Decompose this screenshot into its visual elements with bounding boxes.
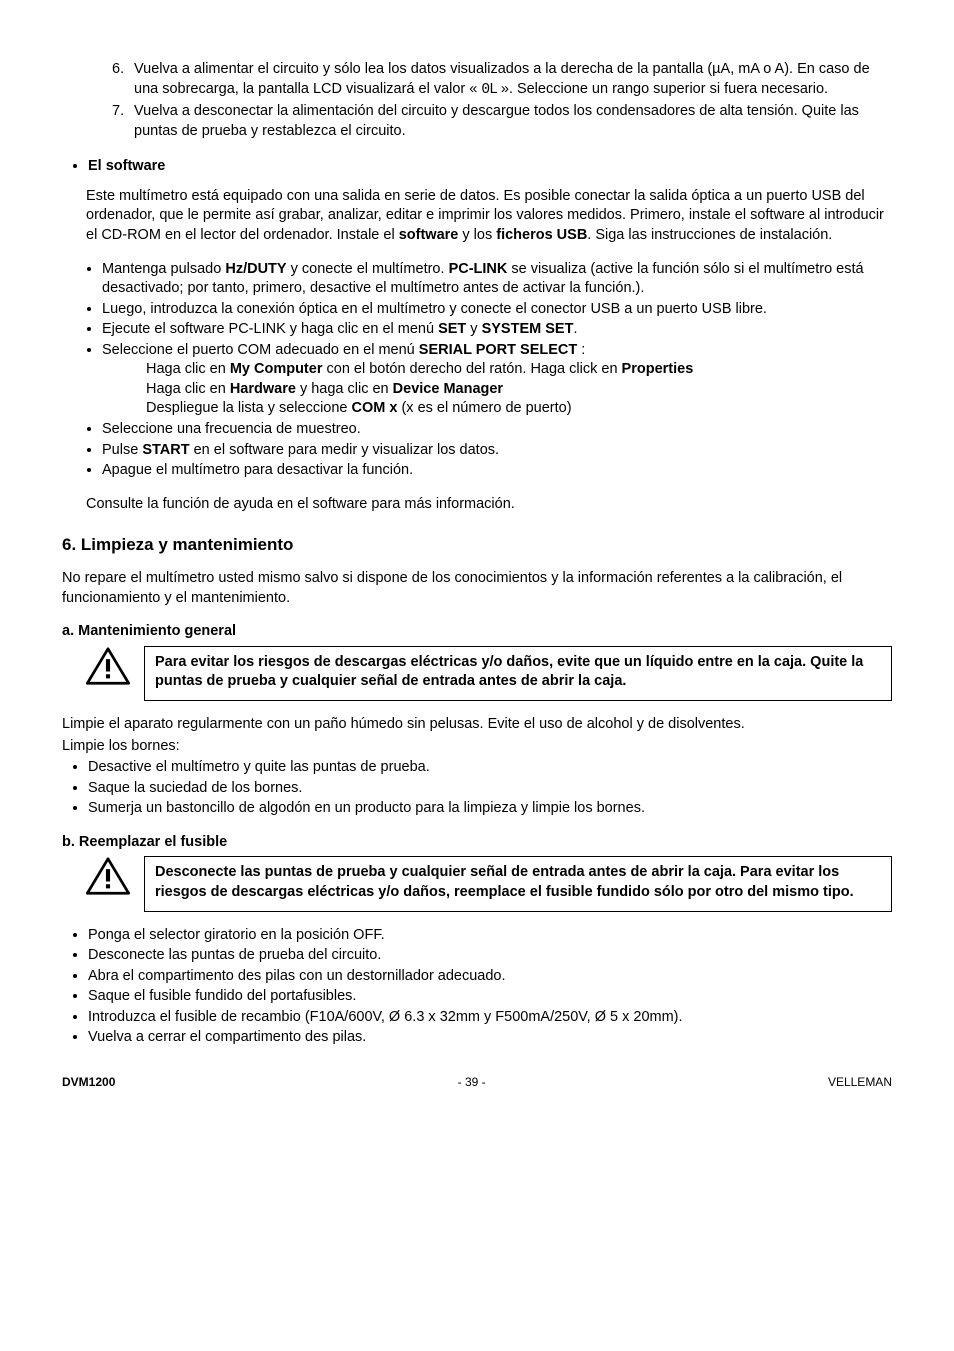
- s6a-b2: Saque la suciedad de los bornes.: [88, 779, 892, 799]
- sw-b3-b: SET: [438, 321, 466, 337]
- list-item-7: 7. Vuelva a desconectar la alimentación …: [134, 102, 892, 141]
- sw-b6-b: START: [142, 442, 189, 458]
- sw-b4-sub: Haga clic en My Computer con el botón de…: [102, 360, 892, 419]
- page-footer: DVM1200 - 39 - VELLEMAN: [62, 1074, 892, 1090]
- s6a-b3: Sumerja un bastoncillo de algodón en un …: [88, 799, 892, 819]
- s6b-bullets: Ponga el selector giratorio en la posici…: [62, 926, 892, 1048]
- sw-b1-d: PC-LINK: [449, 261, 508, 277]
- s6b-b3: Abra el compartimento des pilas con un d…: [88, 967, 892, 987]
- s6b-warning-box: Desconecte las puntas de prueba y cualqu…: [144, 856, 892, 911]
- sw-b4: Seleccione el puerto COM adecuado en el …: [102, 341, 892, 419]
- footer-left: DVM1200: [62, 1074, 115, 1090]
- software-heading: El software: [88, 157, 892, 177]
- s6a-bullets: Desactive el multímetro y quite las punt…: [62, 758, 892, 819]
- sw-b4-s1-d: Properties: [622, 361, 694, 377]
- s6a-warning-box: Para evitar los riesgos de descargas elé…: [144, 646, 892, 701]
- sw-b4-s2: Haga clic en Hardware y haga clic en Dev…: [146, 380, 892, 400]
- sw-b4-s2-b: Hardware: [230, 381, 296, 397]
- sw-b6-c: en el software para medir y visualizar l…: [190, 442, 499, 458]
- software-outro: Consulte la función de ayuda en el softw…: [86, 495, 892, 515]
- s6b-b5: Introduzca el fusible de recambio (F10A/…: [88, 1008, 892, 1028]
- section6-intro: No repare el multímetro usted mismo salv…: [62, 569, 892, 608]
- s6a-heading: a. Mantenimiento general: [62, 622, 892, 642]
- software-heading-bullet: El software: [62, 157, 892, 177]
- sw-b1-a: Mantenga pulsado: [102, 261, 225, 277]
- sw-b3-e: .: [573, 321, 577, 337]
- s6b-b1: Ponga el selector giratorio en la posici…: [88, 926, 892, 946]
- item6-text-b: ». Seleccione un rango superior si fuera…: [497, 81, 828, 97]
- sw-b4-s2-a: Haga clic en: [146, 381, 230, 397]
- s6b-b6: Vuelva a cerrar el compartimento des pil…: [88, 1028, 892, 1048]
- sw-b6-a: Pulse: [102, 442, 142, 458]
- sw-b3-c: y: [466, 321, 481, 337]
- numbered-list: 6. Vuelva a alimentar el circuito y sólo…: [62, 60, 892, 141]
- software-bullets: Mantenga pulsado Hz/DUTY y conecte el mu…: [62, 260, 892, 481]
- sw-b1-b: Hz/DUTY: [225, 261, 286, 277]
- sw-b4-s2-c: y haga clic en: [296, 381, 393, 397]
- sw-b4-s3: Despliegue la lista y seleccione COM x (…: [146, 399, 892, 419]
- sw-b4-s1-a: Haga clic en: [146, 361, 230, 377]
- s6a-warning-row: Para evitar los riesgos de descargas elé…: [86, 646, 892, 701]
- section6-heading: 6. Limpieza y mantenimiento: [62, 534, 892, 557]
- item7-text: Vuelva a desconectar la alimentación del…: [134, 103, 859, 139]
- sw-b1: Mantenga pulsado Hz/DUTY y conecte el mu…: [102, 260, 892, 299]
- software-intro-c: y los: [458, 227, 496, 243]
- s6b-heading: b. Reemplazar el fusible: [62, 833, 892, 853]
- item6-num: 6.: [112, 60, 124, 80]
- sw-b4-c: :: [577, 342, 585, 358]
- sw-b3-d: SYSTEM SET: [482, 321, 574, 337]
- s6b-b2: Desconecte las puntas de prueba del circ…: [88, 946, 892, 966]
- footer-right: VELLEMAN: [828, 1074, 892, 1090]
- sw-b4-s1-b: My Computer: [230, 361, 323, 377]
- sw-b4-s3-b: COM x: [352, 400, 398, 416]
- s6b-warning-row: Desconecte las puntas de prueba y cualqu…: [86, 856, 892, 911]
- sw-b7: Apague el multímetro para desactivar la …: [102, 461, 892, 481]
- sw-b1-c: y conecte el multímetro.: [287, 261, 449, 277]
- sw-b5: Seleccione una frecuencia de muestreo.: [102, 420, 892, 440]
- software-intro-d: ficheros USB: [496, 227, 587, 243]
- sw-b4-s1-c: con el botón derecho del ratón. Haga cli…: [322, 361, 621, 377]
- list-item-6: 6. Vuelva a alimentar el circuito y sólo…: [134, 60, 892, 100]
- software-intro-b: software: [399, 227, 459, 243]
- s6a-p1: Limpie el aparato regularmente con un pa…: [62, 715, 892, 735]
- sw-b6: Pulse START en el software para medir y …: [102, 441, 892, 461]
- item7-num: 7.: [112, 102, 124, 122]
- s6a-p2: Limpie los bornes:: [62, 737, 892, 757]
- software-intro: Este multímetro está equipado con una sa…: [86, 187, 892, 246]
- sw-b2: Luego, introduzca la conexión óptica en …: [102, 300, 892, 320]
- sw-b4-s2-d: Device Manager: [393, 381, 503, 397]
- sw-b3-a: Ejecute el software PC-LINK y haga clic …: [102, 321, 438, 337]
- warning-icon: [86, 646, 130, 686]
- sw-b4-s3-c: (x es el número de puerto): [397, 400, 571, 416]
- sw-b3: Ejecute el software PC-LINK y haga clic …: [102, 320, 892, 340]
- footer-center: - 39 -: [458, 1074, 486, 1090]
- sw-b4-s1: Haga clic en My Computer con el botón de…: [146, 360, 892, 380]
- ol-glyph: 0L: [481, 82, 496, 98]
- sw-b4-s3-a: Despliegue la lista y seleccione: [146, 400, 352, 416]
- s6a-b1: Desactive el multímetro y quite las punt…: [88, 758, 892, 778]
- sw-b4-a: Seleccione el puerto COM adecuado en el …: [102, 342, 419, 358]
- s6b-b4: Saque el fusible fundido del portafusibl…: [88, 987, 892, 1007]
- software-intro-e: . Siga las instrucciones de instalación.: [587, 227, 832, 243]
- warning-icon: [86, 856, 130, 896]
- sw-b4-b: SERIAL PORT SELECT: [419, 342, 577, 358]
